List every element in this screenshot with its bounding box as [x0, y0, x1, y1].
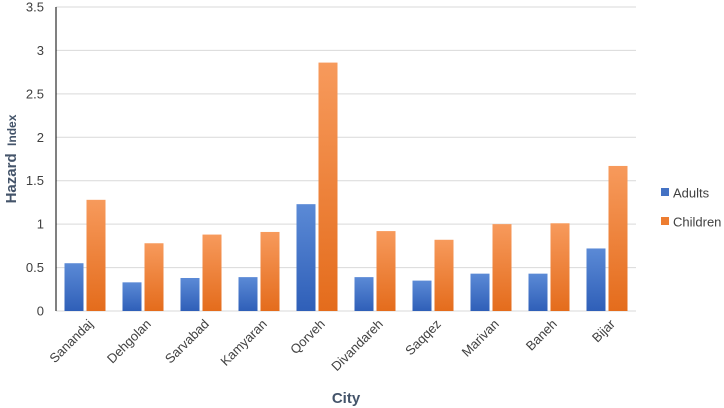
bar-children-sarvabad: [202, 234, 222, 311]
bar-adults-sanandaj: [64, 263, 84, 311]
y-tick-label: 2.5: [26, 86, 44, 101]
legend-label-adults: Adults: [673, 186, 710, 201]
bar-children-kamyaran: [260, 231, 280, 311]
legend-label-children: Children: [673, 215, 721, 230]
bar-children-baneh: [550, 223, 570, 311]
y-tick-label: 1.5: [26, 173, 44, 188]
bar-adults-qorveh: [296, 204, 316, 311]
y-axis-title-sub: Index: [5, 114, 19, 146]
legend-swatch-children: [661, 217, 669, 225]
y-axis-title: Hazard Index: [3, 114, 20, 203]
legend: Adults Children: [661, 186, 721, 230]
x-tick-label: Baneh: [523, 316, 560, 353]
x-tick-label: Marivan: [459, 316, 502, 359]
x-tick-label: Divandareh: [328, 316, 386, 374]
x-tick-label: Sarvabad: [162, 316, 212, 366]
bar-adults-dehgolan: [122, 282, 142, 311]
x-tick-labels: Sanandaj Dehgolan Sarvabad Kamyaran Qorveh Di…: [46, 316, 618, 374]
gridlines: [56, 6, 636, 312]
x-tick-label: Sanandaj: [46, 316, 96, 366]
bar-children-sanandaj: [86, 199, 106, 311]
x-tick-label: Qorveh: [287, 316, 328, 357]
y-tick-label: 3: [37, 43, 44, 58]
bar-children-divandareh: [376, 231, 396, 311]
bars: [64, 62, 628, 312]
bar-adults-saqqez: [412, 280, 432, 311]
legend-swatch-adults: [661, 188, 669, 196]
y-axis-title-main: Hazard: [3, 153, 20, 203]
bar-children-marivan: [492, 224, 512, 311]
bar-adults-bijar: [586, 248, 606, 311]
y-tick-label: 2: [37, 130, 44, 145]
x-tick-label: Saqqez: [402, 316, 444, 358]
bar-adults-divandareh: [354, 277, 374, 311]
x-axis-title: City: [332, 390, 361, 407]
bar-children-qorveh: [318, 62, 338, 312]
y-tick-label: 3.5: [26, 0, 44, 15]
bar-adults-marivan: [470, 273, 490, 311]
y-tick-labels: 0 0.5 1 1.5 2 2.5 3 3.5: [26, 0, 44, 319]
x-tick-label: Kamyaran: [217, 316, 270, 369]
y-tick-label: 0: [37, 304, 44, 319]
x-tick-label: Bijar: [589, 316, 618, 345]
bar-adults-kamyaran: [238, 277, 258, 311]
bar-children-saqqez: [434, 239, 454, 311]
y-tick-label: 0.5: [26, 260, 44, 275]
bar-children-dehgolan: [144, 243, 164, 311]
bar-adults-baneh: [528, 273, 548, 311]
bar-adults-sarvabad: [180, 277, 200, 311]
y-tick-label: 1: [37, 217, 44, 232]
bar-children-bijar: [608, 165, 628, 311]
x-tick-label: Dehgolan: [104, 316, 154, 366]
